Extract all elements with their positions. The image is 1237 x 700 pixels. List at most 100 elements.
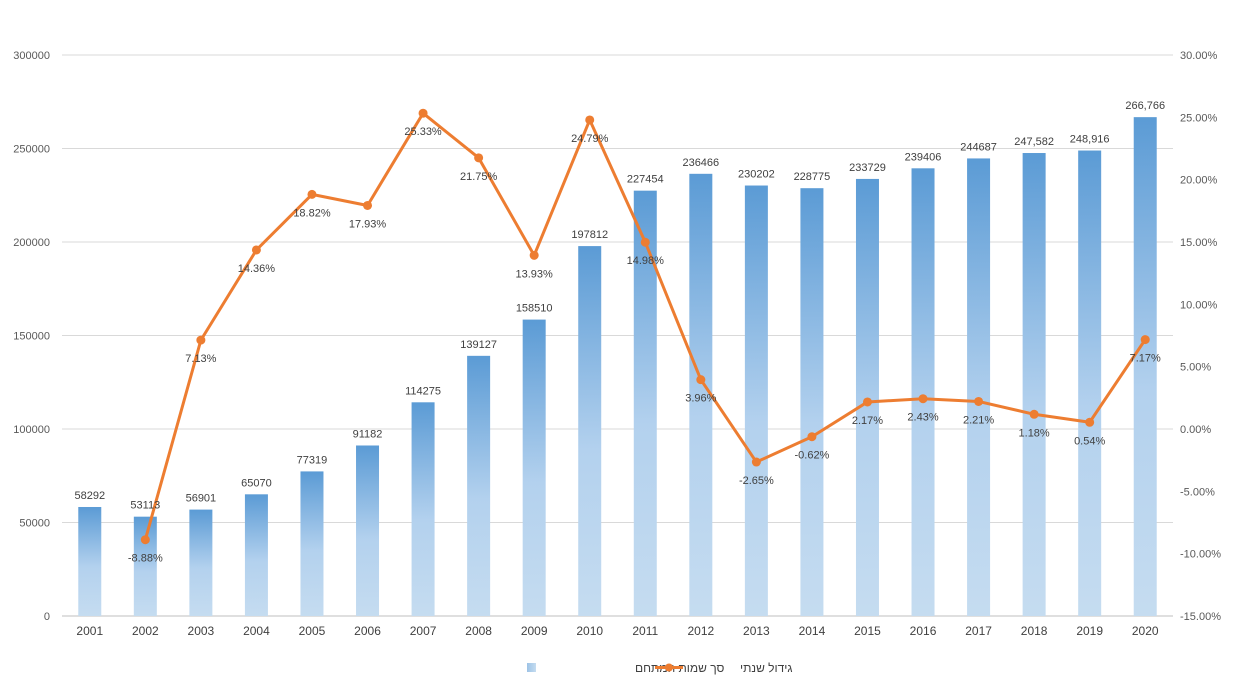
line-point (640, 237, 650, 247)
y-left-tick-label: 200000 (13, 237, 50, 249)
bar-data-label: 244687 (960, 141, 997, 153)
line-data-label: -2.65% (739, 475, 774, 487)
bar (522, 319, 546, 616)
legend-bar-swatch (527, 663, 536, 672)
bar (633, 190, 657, 617)
line-point (1140, 335, 1150, 345)
line-data-label: 24.79% (571, 133, 609, 145)
bar (967, 158, 991, 616)
x-tick-label: 2011 (632, 624, 658, 638)
bar (1022, 153, 1046, 616)
y-left-tick-label: 150000 (13, 331, 50, 343)
line-data-label: 17.93% (349, 218, 387, 230)
y-right-tick-label: 30.00% (1180, 50, 1218, 62)
line-data-label: -8.88% (128, 553, 163, 565)
bar (133, 516, 157, 616)
line-point (307, 189, 317, 199)
x-tick-label: 2018 (1021, 624, 1048, 638)
line-data-label: 2.43% (907, 412, 938, 424)
x-tick-label: 2007 (410, 624, 437, 638)
bar-data-label: 58292 (74, 490, 105, 502)
y-right-tick-label: 5.00% (1180, 362, 1211, 374)
bar-data-label: 139127 (460, 339, 497, 351)
line-point (751, 457, 761, 467)
line-data-label: 2.17% (852, 415, 883, 427)
line-point (585, 115, 595, 125)
x-tick-label: 2003 (188, 624, 215, 638)
bar-data-label: 230202 (738, 169, 775, 181)
bar (411, 402, 435, 616)
bar-data-label: 91182 (353, 428, 383, 440)
y-right-tick-label: -10.00% (1180, 549, 1221, 561)
x-tick-label: 2005 (299, 624, 326, 638)
bar-data-label: 239406 (905, 151, 942, 163)
bar (1133, 117, 1157, 616)
x-tick-label: 2016 (910, 624, 937, 638)
line-series (140, 108, 1150, 545)
axes: 0 50000 100000 150000 200000 250000 300000 -15.… (13, 50, 1221, 638)
bar (744, 185, 768, 616)
x-tick-label: 2015 (854, 624, 881, 638)
y-left-tick-label: 300000 (13, 50, 50, 62)
bar (1078, 150, 1102, 616)
y-left-tick-label: 0 (44, 611, 50, 623)
bar-data-label: 158510 (516, 303, 553, 315)
x-tick-label: 2012 (687, 624, 714, 638)
bar (189, 509, 213, 616)
line-data-label: -0.62% (794, 450, 829, 462)
y-right-tick-label: -15.00% (1180, 611, 1221, 623)
line-data-label: 3.96% (685, 393, 716, 405)
x-tick-label: 2001 (76, 624, 103, 638)
x-tick-label: 2009 (521, 624, 548, 638)
legend-line-label: גידול שנתי (740, 661, 793, 675)
bar (78, 506, 102, 616)
bar (689, 173, 713, 616)
line-point (529, 250, 539, 260)
line-data-label: 18.82% (293, 207, 331, 219)
x-tick-label: 2017 (965, 624, 992, 638)
gridlines (62, 54, 1173, 617)
bar (300, 471, 324, 616)
line-point (474, 153, 484, 163)
line-data-label: 13.93% (516, 268, 554, 280)
line-data-label: 7.13% (185, 353, 216, 365)
bar-data-label: 236466 (682, 157, 719, 169)
bar (356, 445, 380, 616)
y-right-tick-label: -5.00% (1180, 486, 1215, 498)
line-point (1029, 409, 1039, 419)
x-tick-label: 2014 (799, 624, 826, 638)
y-right-tick-label: 25.00% (1180, 112, 1218, 124)
bar-series (78, 117, 1157, 617)
line-data-label: 0.54% (1074, 435, 1105, 447)
legend-line-marker (665, 663, 673, 672)
bar-data-label: 65070 (241, 477, 272, 489)
y-left-tick-label: 250000 (13, 144, 50, 156)
line-point (862, 397, 872, 407)
bar (911, 168, 935, 616)
bar-data-label: 266,766 (1125, 100, 1165, 112)
legend: סך שמות המתחםגידול שנתי (527, 661, 793, 675)
bar-data-label: 233729 (849, 162, 886, 174)
bar (467, 355, 491, 616)
line-point (696, 375, 706, 385)
line-point (196, 335, 206, 345)
x-tick-label: 2008 (465, 624, 492, 638)
bar-data-label: 77319 (297, 454, 328, 466)
bar-data-label: 114275 (405, 385, 441, 397)
line-point (418, 108, 428, 118)
line-point (140, 535, 150, 545)
y-right-tick-label: 20.00% (1180, 175, 1218, 187)
y-right-tick-label: 10.00% (1180, 299, 1218, 311)
y-left-tick-label: 100000 (13, 424, 50, 436)
x-tick-label: 2004 (243, 624, 270, 638)
y-left-tick-label: 50000 (19, 518, 50, 530)
bar-data-label: 227454 (627, 174, 664, 186)
bar-data-label: 247,582 (1014, 136, 1054, 148)
line-data-label: 25.33% (404, 126, 442, 138)
x-tick-label: 2002 (132, 624, 159, 638)
bar-data-label: 228775 (794, 171, 831, 183)
line-point (974, 396, 984, 406)
bar (244, 494, 268, 616)
bar-data-label: 197812 (571, 229, 608, 241)
